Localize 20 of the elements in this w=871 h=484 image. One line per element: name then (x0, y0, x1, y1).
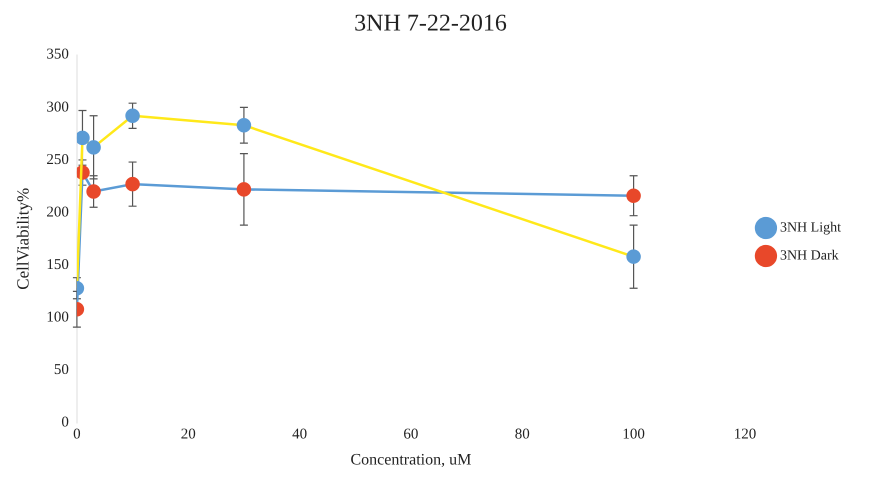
chart-title: 3NH 7-22-2016 (354, 10, 507, 37)
legend-label: 3NH Light (780, 220, 842, 236)
x-axis-title: Concentration, uM (350, 452, 472, 469)
y-tick-label: 0 (61, 414, 69, 431)
x-tick-label: 80 (514, 426, 530, 443)
y-tick-label: 50 (54, 362, 69, 378)
x-tick-label: 100 (622, 426, 645, 443)
y-tick-label: 300 (46, 99, 69, 116)
y-tick-label: 100 (46, 310, 69, 326)
x-tick-label: 120 (734, 426, 756, 443)
x-tick-label: 0 (73, 426, 81, 443)
y-tick-label: 250 (46, 152, 69, 168)
x-tick-label: 60 (403, 426, 418, 443)
y-tick-label: 200 (46, 204, 69, 220)
y-axis-title: CellViability% (14, 188, 33, 290)
x-tick-label: 20 (180, 426, 196, 443)
y-tick-label: 350 (46, 46, 69, 63)
legend-label: 3NH Dark (780, 248, 839, 264)
x-tick-label: 40 (292, 426, 308, 443)
y-tick-label: 150 (46, 257, 69, 274)
